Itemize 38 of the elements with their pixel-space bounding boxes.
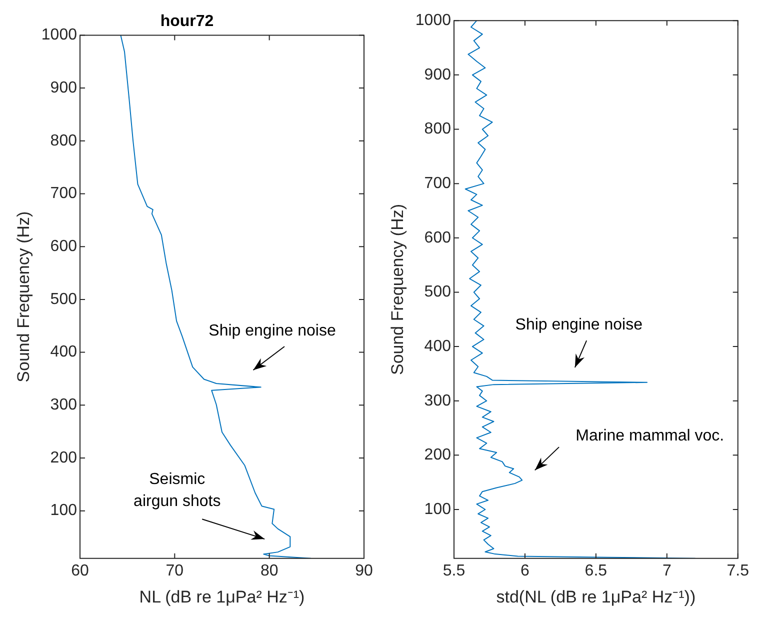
chart-title: hour72 [160,13,214,30]
y-tick-label: 200 [424,446,452,464]
y-tick-label: 1000 [415,12,452,30]
y-tick-label: 400 [50,344,78,361]
x-tick-label: 6 [520,562,530,580]
y-tick-label: 100 [424,500,452,518]
y-tick-label: 500 [50,290,78,308]
x-tick-label: 80 [260,562,278,580]
x-tick-label: 7 [662,562,672,580]
x-axis-title: NL (dB re 1μPa² Hz⁻¹) [139,587,305,606]
y-axis-title: Sound Frequency (Hz) [14,211,33,382]
y-tick-label: 100 [50,502,78,520]
y-tick-label: 400 [424,338,452,355]
annotation: Ship engine noise [515,316,643,334]
y-tick-label: 600 [50,238,78,255]
y-tick-label: 1000 [41,26,78,44]
y-tick-label: 800 [424,120,452,138]
y-tick-label: 300 [50,396,78,414]
x-tick-label: 5.5 [442,562,466,580]
y-tick-label: 900 [50,79,78,96]
annotation: Ship engine noise [208,322,336,340]
y-tick-label: 900 [424,66,452,84]
y-tick-label: 700 [424,174,452,192]
x-tick-label: 7.5 [726,562,750,580]
x-tick-label: 6.5 [584,562,608,580]
y-tick-label: 800 [50,132,78,150]
y-tick-label: 700 [50,185,78,202]
y-tick-label: 600 [424,229,452,246]
annotation: Seismic airgun shots [134,470,221,510]
annotation: Marine mammal voc. [576,428,724,445]
x-tick-label: 90 [355,562,373,580]
x-axis-title: std(NL (dB re 1μPa² Hz⁻¹)) [496,587,696,606]
x-tick-label: 60 [71,562,89,580]
y-tick-label: 500 [424,284,452,301]
y-tick-label: 300 [424,392,452,410]
y-axis-title: Sound Frequency (Hz) [388,204,407,376]
y-tick-label: 200 [50,449,78,466]
x-tick-label: 70 [166,562,184,580]
